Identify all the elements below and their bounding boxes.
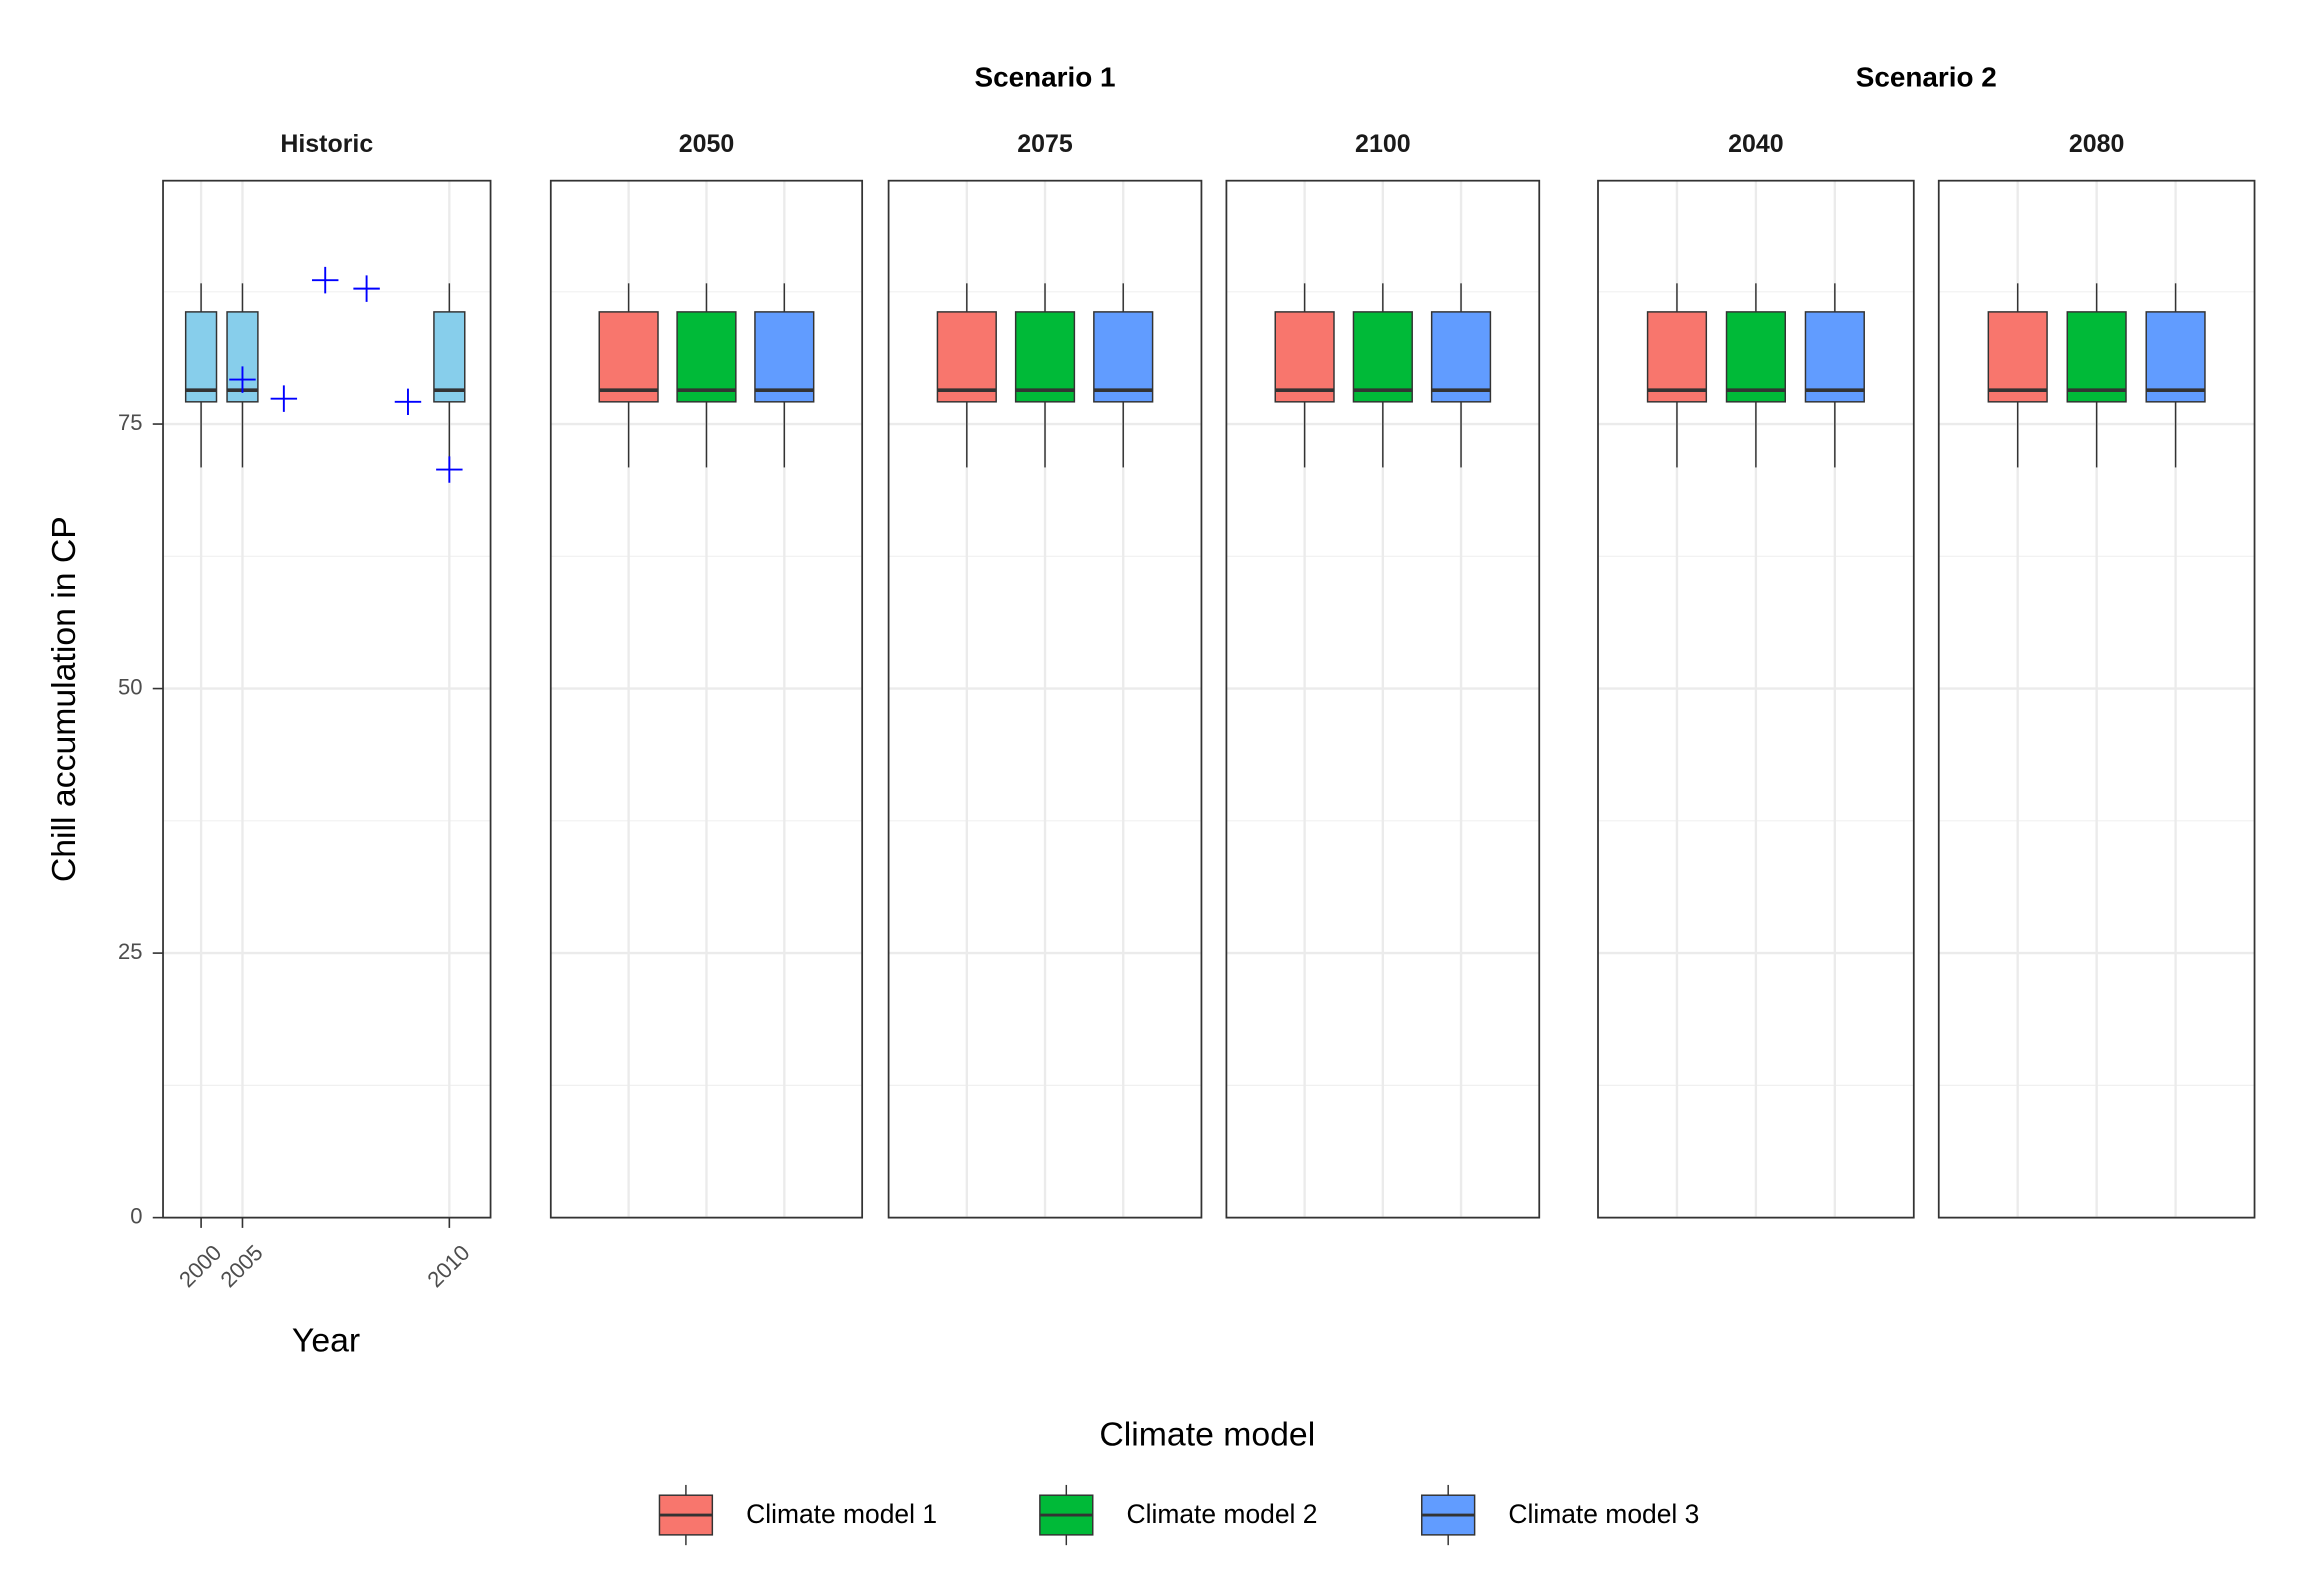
- strip-label: Historic: [280, 130, 373, 158]
- box: [1352, 311, 1413, 403]
- y-tick-label: 25: [118, 939, 143, 964]
- box: [1274, 311, 1335, 403]
- box: [1093, 311, 1154, 403]
- strip-label: 2080: [2069, 130, 2125, 158]
- panel-border: [1597, 179, 1915, 1219]
- box: [936, 311, 997, 403]
- box: [1430, 311, 1492, 403]
- panel-border: [1937, 179, 2256, 1219]
- box: [1646, 311, 1708, 403]
- box: [1014, 311, 1076, 403]
- box: [1725, 311, 1786, 403]
- box: [676, 311, 737, 403]
- group-label: Scenario 1: [974, 62, 1115, 93]
- panel-border: [1225, 179, 1541, 1219]
- point: [229, 366, 256, 393]
- panel-border: [887, 179, 1203, 1219]
- box: [1804, 311, 1865, 403]
- panel-border: [549, 179, 864, 1219]
- strip-label: 2040: [1728, 130, 1784, 158]
- box: [2066, 311, 2127, 403]
- box: [598, 311, 659, 403]
- box: [754, 311, 815, 403]
- x-axis-title: Year: [292, 1321, 360, 1359]
- panel-border: [162, 179, 492, 1219]
- box: [2145, 311, 2206, 403]
- legend-label: Climate model 3: [1508, 1499, 1699, 1529]
- point: [312, 266, 339, 294]
- y-axis-title: Chill accumulation in CP: [45, 516, 83, 882]
- legend-title: Climate model: [1099, 1415, 1315, 1453]
- strip-label: 2100: [1355, 130, 1411, 158]
- point: [353, 275, 380, 302]
- box: [184, 311, 218, 403]
- x-tick-label: 2005: [215, 1240, 267, 1292]
- x-tick-label: 2000: [174, 1240, 226, 1292]
- x-tick-label: 2010: [422, 1240, 474, 1292]
- strip-label: 2075: [1017, 130, 1073, 158]
- point: [436, 456, 463, 483]
- strip-label: 2050: [679, 130, 735, 158]
- group-label: Scenario 2: [1856, 62, 1997, 93]
- point: [270, 385, 298, 412]
- box: [1987, 311, 2048, 403]
- point: [394, 388, 422, 416]
- legend-label: Climate model 1: [746, 1499, 937, 1529]
- y-tick-label: 0: [130, 1203, 142, 1228]
- box: [433, 311, 466, 403]
- y-tick-label: 50: [118, 674, 143, 699]
- legend-label: Climate model 2: [1127, 1499, 1318, 1529]
- y-tick-label: 75: [118, 410, 143, 435]
